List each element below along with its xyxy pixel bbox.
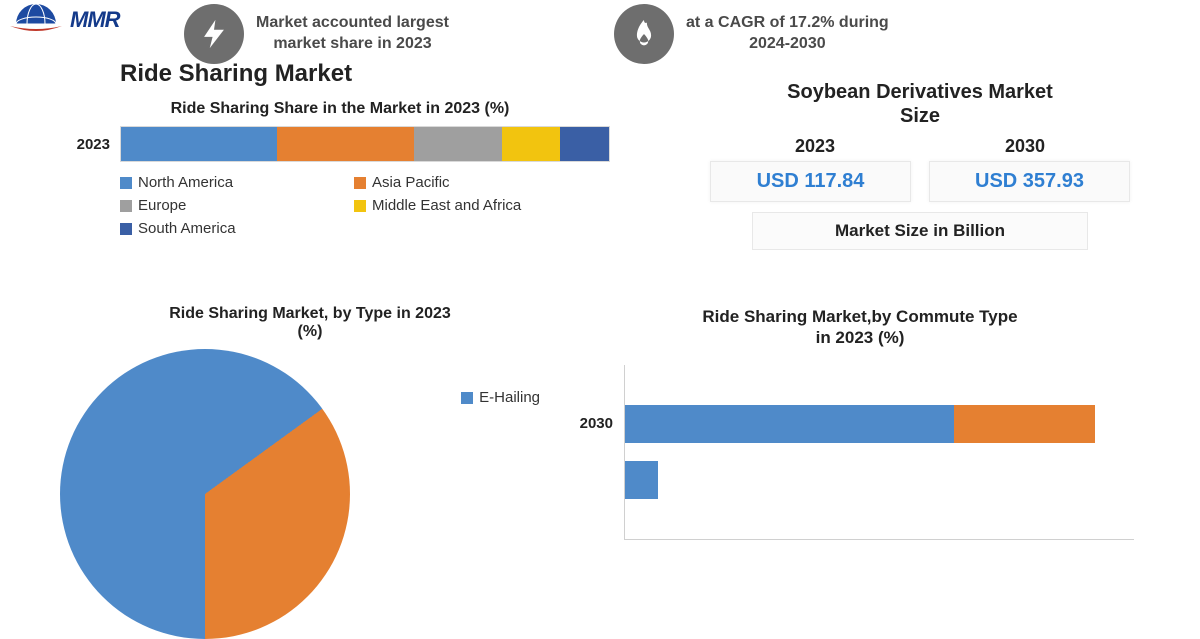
share-segment xyxy=(277,127,414,161)
share-segment xyxy=(560,127,609,161)
share-segment xyxy=(414,127,502,161)
summary-cards: Market accounted largest market share in… xyxy=(0,0,1200,68)
commute-row xyxy=(625,461,1134,499)
legend-swatch xyxy=(120,200,132,212)
size-value-2030: USD 357.93 xyxy=(929,161,1130,202)
card-text: at a CAGR of 17.2% during 2024-2030 xyxy=(686,13,889,55)
share-year-label: 2023 xyxy=(70,136,110,153)
commute-title: Ride Sharing Market,by Commute Type in 2… xyxy=(560,306,1160,349)
card-text: Market accounted largest market share in… xyxy=(256,13,449,55)
card-cagr: at a CAGR of 17.2% during 2024-2030 xyxy=(610,0,1000,68)
legend-swatch xyxy=(461,392,473,404)
commute-row: 2030 xyxy=(625,405,1134,443)
flame-icon xyxy=(614,4,674,64)
legend-item: South America xyxy=(120,220,330,237)
market-size-block: Soybean Derivatives Market Size 2023 203… xyxy=(710,80,1130,250)
market-size-values: USD 117.84 USD 357.93 xyxy=(710,161,1130,202)
bolt-icon xyxy=(184,4,244,64)
commute-bar xyxy=(625,461,658,499)
pie-graphic xyxy=(60,349,350,639)
legend-item: North America xyxy=(120,174,330,191)
legend-label: South America xyxy=(138,220,236,237)
pie-title-l1: Ride Sharing Market, by Type in 2023 xyxy=(30,305,590,323)
pie-legend: E-Hailing xyxy=(461,389,540,406)
page-title: Ride Sharing Market xyxy=(120,60,352,88)
commute-bar xyxy=(625,405,1095,443)
legend-swatch xyxy=(354,200,366,212)
legend-item: E-Hailing xyxy=(461,389,540,406)
commute-segment xyxy=(625,405,954,443)
legend-swatch xyxy=(120,177,132,189)
pie-title-l2: (%) xyxy=(30,323,590,341)
share-segment xyxy=(121,127,277,161)
share-stacked-bar xyxy=(120,126,610,162)
legend-label: E-Hailing xyxy=(479,389,540,406)
commute-bars: 2030 xyxy=(624,365,1134,540)
size-value-2023: USD 117.84 xyxy=(710,161,911,202)
share-chart: Ride Sharing Share in the Market in 2023… xyxy=(70,100,610,237)
legend-label: Europe xyxy=(138,197,186,214)
card-largest-share: Market accounted largest market share in… xyxy=(180,0,570,68)
commute-segment xyxy=(625,461,658,499)
legend-label: North America xyxy=(138,174,233,191)
commute-year-label: 2030 xyxy=(569,415,613,432)
market-size-caption: Market Size in Billion xyxy=(752,212,1088,250)
commute-chart: Ride Sharing Market,by Commute Type in 2… xyxy=(560,306,1160,540)
share-legend: North America Asia Pacific Europe Middle Ea… xyxy=(120,174,610,237)
commute-segment xyxy=(954,405,1095,443)
legend-swatch xyxy=(354,177,366,189)
legend-swatch xyxy=(120,223,132,235)
legend-item: Asia Pacific xyxy=(354,174,564,191)
legend-label: Middle East and Africa xyxy=(372,197,521,214)
pie-chart: Ride Sharing Market, by Type in 2023 (%)… xyxy=(30,305,590,639)
legend-label: Asia Pacific xyxy=(372,174,450,191)
market-size-years: 2023 2030 xyxy=(710,136,1130,157)
share-segment xyxy=(502,127,561,161)
share-chart-title: Ride Sharing Share in the Market in 2023… xyxy=(70,100,610,118)
market-size-title: Soybean Derivatives Market Size xyxy=(710,80,1130,128)
legend-item: Middle East and Africa xyxy=(354,197,564,214)
legend-item: Europe xyxy=(120,197,330,214)
